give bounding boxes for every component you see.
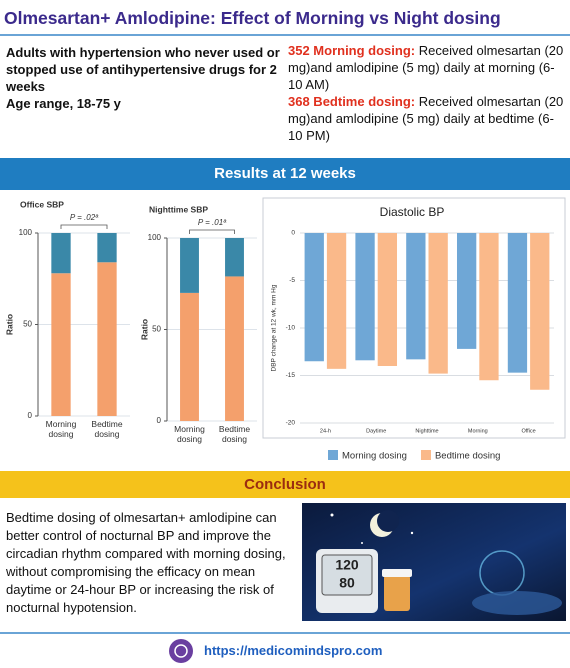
- arm: 352 Morning dosing: Received olmesartan …: [288, 42, 566, 93]
- x-tick-label: Morning: [468, 428, 488, 434]
- x-tick-label: Morning dosing: [174, 424, 205, 444]
- bar-segment: [225, 238, 244, 277]
- x-tick-label: Morning dosing: [45, 419, 77, 439]
- bar: [530, 233, 550, 390]
- y-tick-label: 50: [23, 320, 32, 329]
- y-tick-label: -15: [286, 372, 296, 379]
- significance-bracket: [60, 224, 108, 229]
- y-tick-label: 0: [28, 411, 33, 420]
- arm-label: 352 Morning dosing:: [288, 43, 416, 58]
- arm-text: Received olmesartan (20 mg)and amlodipin…: [288, 94, 564, 143]
- x-tick-label: 24-h: [320, 428, 331, 434]
- bar: [456, 233, 477, 349]
- chart-title: Diastolic BP: [380, 205, 445, 219]
- chart: Nighttime SBP Ratio 0 50 100 Morning dosing Be…: [139, 204, 257, 444]
- y-tick-label: -10: [286, 325, 296, 332]
- bottle-cap: [382, 569, 412, 577]
- annotation: P = .02ª: [70, 213, 99, 222]
- y-tick-label: 0: [157, 416, 162, 425]
- title: Olmesartan+ Amlodipine: Effect of Mornin…: [0, 0, 570, 36]
- significance-bracket: [189, 229, 235, 234]
- bar: [326, 233, 347, 369]
- logo: [169, 639, 193, 663]
- bar: [304, 233, 324, 362]
- x-tick-label: Bedtime dosing: [91, 419, 123, 439]
- y-tick-label: -5: [289, 277, 295, 284]
- star: [410, 531, 414, 535]
- population: Adults with hypertension who never used …: [6, 44, 281, 112]
- bar-segment: [225, 276, 244, 421]
- y-axis-label: DBP change at 12 wk, mm Hg: [271, 284, 278, 371]
- chart-frame: [262, 197, 566, 439]
- arm-label: 368 Bedtime dosing:: [288, 94, 416, 109]
- x-tick-label-box: Morning dosing: [45, 419, 77, 439]
- bar: [428, 233, 448, 374]
- arms: 352 Morning dosing: Received olmesartan …: [288, 42, 566, 144]
- bar: [355, 233, 375, 361]
- bar-segment: [51, 273, 71, 416]
- person: [472, 591, 562, 615]
- y-axis-label: Ratio: [4, 314, 14, 335]
- y-tick-label: 50: [152, 325, 161, 334]
- chart-title: Office SBP: [20, 199, 64, 209]
- y-tick-label: 0: [291, 230, 295, 237]
- conclusion-text: Bedtime dosing of olmesartan+ amlodipine…: [6, 510, 286, 615]
- legend-swatch: [328, 450, 338, 460]
- chart: Office SBP Ratio 0 50 100 Morning dosing Bedti…: [4, 199, 130, 439]
- arm: 368 Bedtime dosing: Received olmesartan …: [288, 93, 566, 144]
- bar-segment: [180, 238, 199, 293]
- bar: [479, 233, 499, 381]
- y-axis-label: Ratio: [139, 319, 149, 340]
- logo-mark: [174, 644, 188, 658]
- x-tick-label-box: Morning dosing: [174, 424, 205, 444]
- chart: Diastolic BP DBP change at 12 wk, mm Hg 0 -…: [262, 197, 566, 462]
- x-tick-label: Office: [521, 428, 535, 434]
- monitor-screen: [321, 554, 373, 596]
- arm-text: Received olmesartan (20 mg)and amlodipin…: [288, 43, 564, 92]
- legend-label: Morning dosing: [342, 451, 407, 462]
- monitor-reading: 120: [335, 557, 359, 573]
- bar: [377, 233, 398, 366]
- x-tick-label: Daytime: [366, 428, 386, 434]
- star: [361, 542, 363, 544]
- annotation: P = .01ª: [198, 218, 227, 227]
- url[interactable]: https://medicomindspro.com: [204, 643, 383, 658]
- conclusion-banner: Conclusion: [0, 471, 570, 498]
- x-tick-label-box: Bedtime dosing: [218, 424, 251, 444]
- x-tick-label: Bedtime dosing: [218, 424, 251, 444]
- chart-title: Nighttime SBP: [149, 204, 208, 214]
- bar-segment: [51, 233, 71, 274]
- footer-line: [0, 632, 570, 634]
- bar: [507, 233, 528, 373]
- bar-segment: [180, 292, 199, 421]
- x-tick-label-box: Bedtime dosing: [91, 419, 123, 439]
- results-banner: Results at 12 weeks: [0, 158, 570, 190]
- x-tick-label: Nighttime: [415, 428, 438, 434]
- population-line: Adults with hypertension who never used …: [6, 45, 280, 94]
- y-tick-label: 100: [19, 228, 33, 237]
- y-tick-label: 100: [148, 233, 162, 242]
- legend-swatch: [420, 450, 431, 460]
- pill-bottle: [384, 575, 410, 611]
- monitor-reading: 80: [339, 575, 355, 591]
- illustration: 120 80: [302, 503, 566, 621]
- star: [330, 513, 334, 517]
- moon-shadow: [377, 510, 399, 532]
- logo-circle: [169, 639, 193, 663]
- population-line: Age range, 18-75 y: [6, 96, 121, 111]
- bar: [406, 233, 426, 360]
- bar-segment: [97, 262, 117, 416]
- legend-label: Bedtime dosing: [435, 451, 500, 462]
- bar-segment: [97, 233, 117, 263]
- y-tick-label: -20: [286, 420, 296, 427]
